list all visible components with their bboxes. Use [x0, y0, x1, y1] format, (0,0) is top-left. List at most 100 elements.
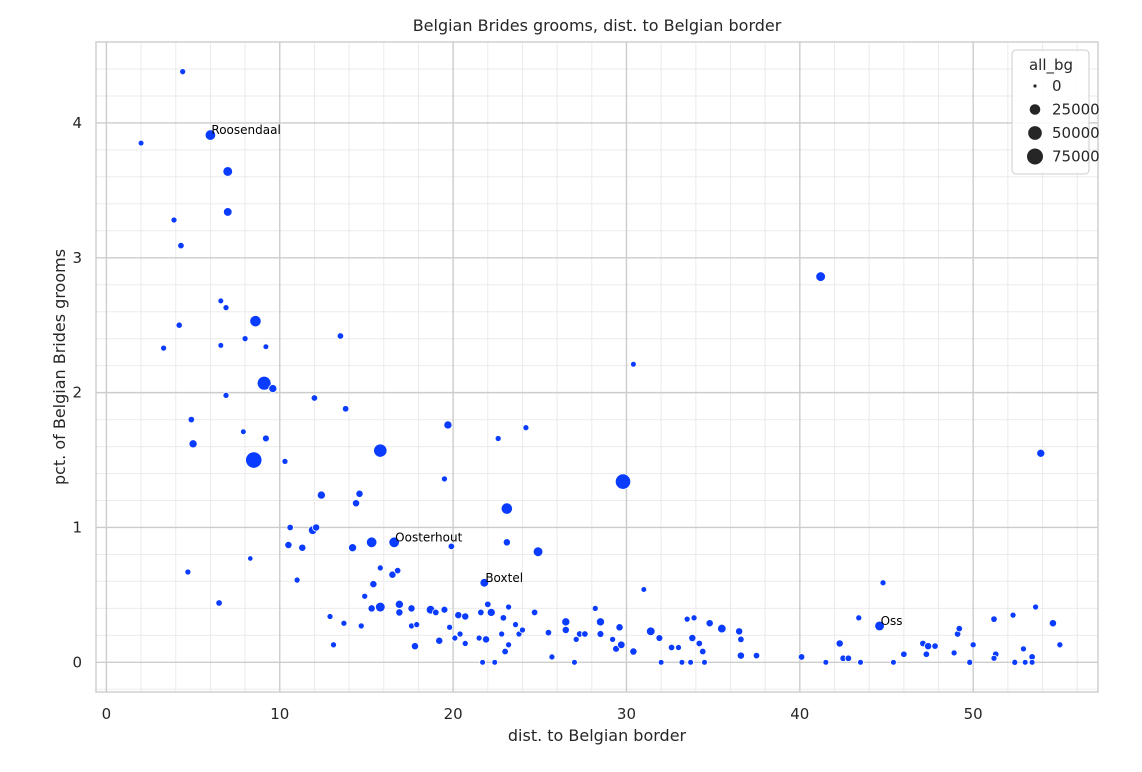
data-point: [204, 129, 217, 141]
data-point: [797, 653, 806, 661]
data-point: [630, 360, 637, 368]
major-grid: [96, 42, 1098, 692]
data-point: [678, 659, 686, 666]
data-point: [475, 634, 483, 642]
data-point: [394, 599, 404, 609]
data-points: [137, 68, 1064, 666]
data-point: [736, 651, 745, 660]
data-point: [499, 614, 508, 622]
data-point: [544, 628, 553, 637]
data-point: [310, 394, 319, 402]
y-tick-label: 3: [72, 249, 82, 267]
data-point: [215, 599, 223, 607]
y-tick-labels: 0 1 2 3 4: [72, 114, 82, 671]
data-point: [222, 304, 230, 312]
data-point: [361, 592, 369, 600]
data-point: [461, 640, 469, 647]
data-point: [217, 297, 225, 305]
data-point: [717, 623, 727, 634]
data-point: [572, 635, 580, 643]
data-point: [494, 435, 502, 442]
point-annotations: Roosendaal Oosterhout Boxtel Oss: [211, 123, 902, 628]
data-point: [410, 642, 420, 651]
data-point: [461, 612, 470, 621]
data-point: [687, 659, 694, 666]
x-tick-label: 30: [617, 705, 636, 723]
data-point: [477, 608, 485, 617]
data-point: [815, 271, 826, 282]
legend-marker: [1032, 83, 1038, 89]
data-point: [966, 658, 974, 666]
data-point: [617, 640, 626, 650]
data-point: [441, 475, 448, 483]
data-point: [950, 649, 958, 657]
data-point: [505, 603, 513, 611]
data-point: [931, 642, 939, 650]
data-point: [890, 659, 897, 666]
data-point: [699, 647, 707, 656]
data-point: [581, 630, 589, 638]
x-tick-label: 40: [790, 705, 809, 723]
data-point: [1020, 645, 1027, 653]
x-axis-label: dist. to Belgian border: [508, 726, 687, 745]
legend-marker: [1026, 147, 1044, 166]
data-point: [456, 630, 464, 638]
data-point: [484, 600, 492, 609]
y-tick-label: 2: [72, 384, 82, 402]
point-annotation: Roosendaal: [211, 123, 280, 137]
data-point: [284, 540, 293, 550]
data-point: [435, 636, 444, 645]
data-point: [596, 630, 605, 638]
data-point: [855, 614, 863, 622]
data-point: [223, 207, 233, 217]
data-point: [336, 332, 345, 340]
y-tick-label: 4: [72, 114, 82, 132]
data-point: [690, 614, 698, 622]
legend-title: all_bg: [1029, 56, 1073, 75]
data-point: [548, 653, 556, 661]
x-tick-label: 20: [444, 705, 463, 723]
data-point: [446, 623, 454, 631]
data-point: [1048, 619, 1057, 628]
data-point: [922, 650, 931, 658]
data-point: [990, 615, 998, 623]
point-annotation: Oosterhout: [395, 530, 462, 544]
data-point: [1028, 659, 1036, 666]
chart-title: Belgian Brides grooms, dist. to Belgian …: [413, 16, 782, 35]
data-point: [395, 608, 404, 617]
data-point: [646, 626, 656, 637]
legend-label: 25000: [1052, 101, 1100, 119]
data-point: [900, 650, 908, 658]
data-point: [857, 659, 864, 666]
data-point: [222, 166, 234, 177]
data-point: [413, 621, 421, 629]
data-point: [393, 566, 402, 575]
data-point: [330, 641, 337, 649]
data-point: [479, 659, 486, 666]
data-point: [348, 543, 358, 553]
legend-box: [1011, 49, 1090, 175]
data-point: [835, 639, 844, 648]
data-point: [1011, 658, 1019, 666]
data-point: [256, 375, 272, 391]
data-point: [505, 641, 513, 649]
data-point: [222, 391, 230, 399]
data-point: [160, 344, 168, 352]
data-point: [240, 428, 247, 436]
point-annotation: Oss: [881, 614, 903, 628]
data-point: [447, 542, 456, 551]
data-point: [184, 568, 192, 576]
data-point: [262, 343, 270, 351]
data-point: [177, 241, 185, 250]
data-point: [955, 624, 963, 633]
data-point: [512, 621, 519, 629]
data-point: [609, 635, 617, 643]
data-point: [373, 443, 388, 458]
x-tick-label: 10: [270, 705, 289, 723]
data-point: [137, 139, 145, 147]
data-point: [615, 623, 624, 632]
data-point: [532, 546, 544, 558]
data-point: [591, 604, 599, 612]
data-point: [688, 634, 697, 643]
data-point: [440, 605, 449, 614]
